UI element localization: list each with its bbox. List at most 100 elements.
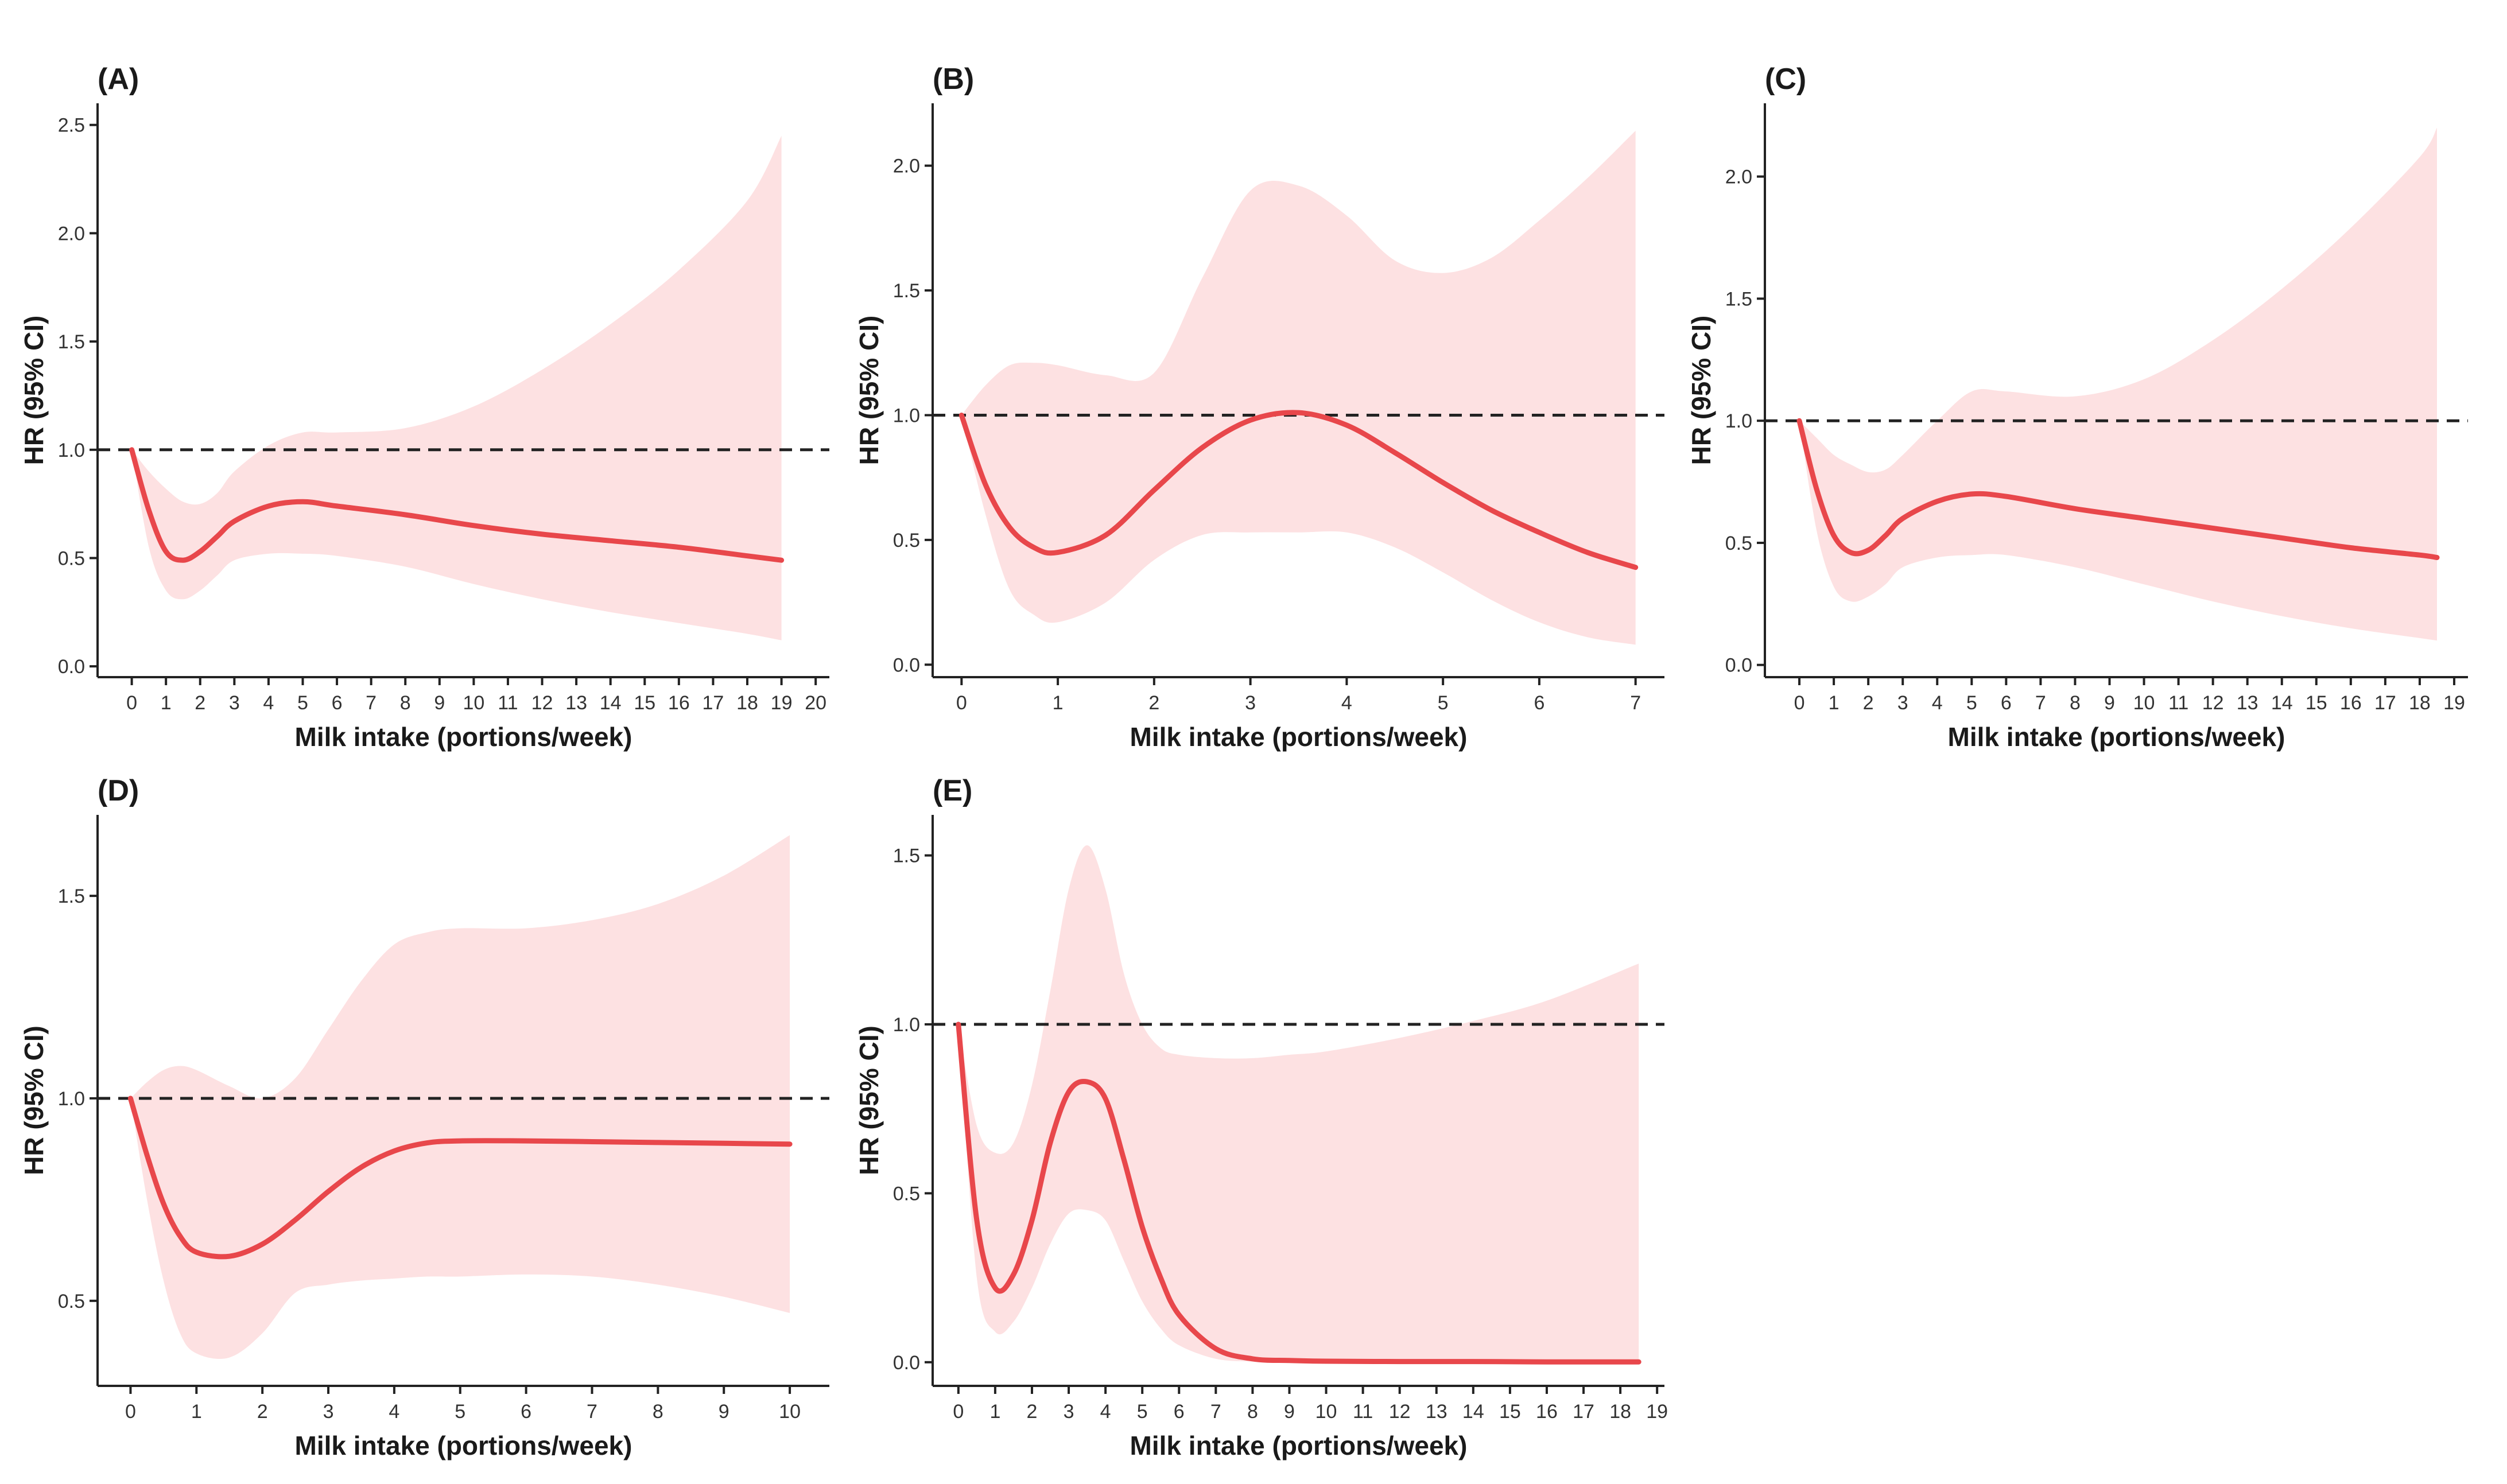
y-tick-label: 0.5 [893,1183,920,1205]
x-tick-label: 14 [2271,692,2293,714]
x-tick-label: 16 [1536,1401,1558,1423]
x-tick-label: 5 [297,692,308,714]
x-tick-label: 18 [736,692,758,714]
y-tick-label: 2.5 [58,115,85,137]
x-tick-label: 12 [531,692,553,714]
panel-e: (E) 0.00.51.01.5 0 1 2 3 4 5 6 7 8 9 10 11 12 13 14 15 1… [854,774,1668,1460]
x-tick-label: 9 [2104,692,2115,714]
x-tick-label: 5 [455,1401,465,1423]
x-tick-label: 7 [1630,692,1641,714]
x-axis-title: Milk intake (portions/week) [1130,722,1468,752]
y-axis-title: HR (95% CI) [854,1025,884,1175]
y-tick-label: 0.0 [58,656,85,678]
y-axis-title: HR (95% CI) [854,316,884,465]
x-tick-label: 17 [1573,1401,1594,1423]
x-tick-label: 5 [1438,692,1449,714]
y-axis-title: HR (95% CI) [19,316,49,465]
y-axis-title: HR (95% CI) [19,1025,49,1175]
x-tick-label: 10 [779,1401,801,1423]
x-tick-label: 11 [1353,1401,1373,1423]
x-tick-label: 4 [1932,692,1943,714]
y-tick-label: 1.5 [58,885,85,907]
x-ticks: 0 1 2 3 4 5 6 7 8 9 10 11 12 13 14 15 16 17 18 19 20 [126,677,826,714]
x-tick-label: 8 [400,692,411,714]
x-tick-label: 9 [719,1401,729,1423]
x-tick-label: 2 [257,1401,268,1423]
x-tick-label: 19 [2443,692,2465,714]
x-tick-label: 1 [191,1401,202,1423]
x-tick-label: 1 [1829,692,1839,714]
panel-label: (B) [933,63,974,96]
x-tick-label: 4 [263,692,274,714]
confidence-band [958,845,1639,1362]
y-tick-label: 1.0 [893,405,920,426]
x-tick-label: 17 [2374,692,2396,714]
x-tick-label: 0 [1794,692,1805,714]
panel-a: (A) 0.00.51.01.52.02.5 0 1 2 3 4 5 6 7 8 9 10 11 12 1… [19,63,829,752]
hr-curve [129,447,785,563]
x-tick-label: 1 [989,1401,1000,1423]
x-axis-title: Milk intake (portions/week) [1948,722,2285,752]
y-tick-label: 1.0 [58,440,85,461]
x-tick-label: 15 [2306,692,2327,714]
y-tick-label: 0.0 [1725,655,1752,677]
x-tick-label: 19 [771,692,793,714]
y-tick-label: 0.5 [58,1291,85,1312]
x-tick-label: 8 [1247,1401,1258,1423]
confidence-band [131,135,782,640]
x-tick-label: 0 [126,692,137,714]
panel-b: (B) 0.0 0.5 1.0 1.5 2.0 0 1 2 3 4 5 6 7 Milk intake… [854,63,1664,752]
x-tick-label: 7 [366,692,377,714]
x-tick-label: 16 [668,692,690,714]
x-tick-label: 2 [1027,1401,1038,1423]
x-tick-label: 0 [956,692,967,714]
x-ticks: 0 1 2 3 4 5 6 7 8 9 10 [125,1386,801,1423]
x-tick-label: 3 [1064,1401,1074,1423]
x-tick-label: 7 [1210,1401,1221,1423]
x-tick-label: 13 [2237,692,2258,714]
x-tick-label: 4 [1341,692,1352,714]
y-axis-title: HR (95% CI) [1686,316,1716,465]
y-ticks: 0.0 0.5 1.0 1.5 [893,845,933,1374]
x-tick-label: 7 [2035,692,2046,714]
x-axis-title: Milk intake (portions/week) [1130,1431,1468,1460]
x-tick-label: 3 [323,1401,334,1423]
confidence-band [961,130,1636,645]
x-tick-label: 18 [1609,1401,1631,1423]
panel-label: (A) [98,63,139,96]
x-tick-label: 3 [229,692,240,714]
y-tick-label: 2.0 [893,156,920,177]
x-ticks: 0 1 2 3 4 5 6 7 [956,677,1641,714]
x-tick-label: 16 [2340,692,2362,714]
x-tick-label: 1 [161,692,172,714]
panel-label: (D) [98,774,139,807]
x-tick-label: 0 [953,1401,964,1423]
x-tick-label: 10 [1315,1401,1337,1423]
y-ticks: 0.0 0.5 1.0 1.5 2.0 [1725,166,1765,677]
panel-label: (E) [933,774,972,807]
y-tick-label: 0.5 [1725,533,1752,554]
confidence-band [1799,127,2437,641]
x-tick-label: 14 [600,692,622,714]
y-tick-label: 2.0 [58,223,85,244]
y-tick-label: 1.0 [58,1088,85,1110]
hr-curve [958,410,1639,570]
x-tick-label: 10 [463,692,484,714]
x-ticks: 0 1 2 3 4 5 6 7 8 9 10 11 12 13 14 15 16 17 18 19 [953,1386,1668,1423]
hr-curve [956,1021,1641,1365]
x-tick-label: 6 [1174,1401,1185,1423]
panel-c: (C) 0.00.51.01.52.0 0 1 2 3 4 5 6 7 8 9 10 11 12 13 14… [1686,63,2468,752]
y-tick-label: 1.5 [58,331,85,353]
panel-d: (D) 0.5 1.0 1.5 0 1 2 3 4 5 6 7 8 9 10 Milk intake (… [19,774,829,1460]
x-tick-label: 5 [1966,692,1977,714]
y-tick-label: 1.5 [893,280,920,302]
x-tick-label: 12 [2202,692,2224,714]
x-tick-label: 7 [587,1401,597,1423]
x-tick-label: 9 [434,692,445,714]
x-tick-label: 13 [565,692,587,714]
x-tick-label: 1 [1053,692,1064,714]
x-tick-label: 11 [498,692,518,714]
panel-label: (C) [1765,63,1806,96]
x-tick-label: 12 [1389,1401,1411,1423]
